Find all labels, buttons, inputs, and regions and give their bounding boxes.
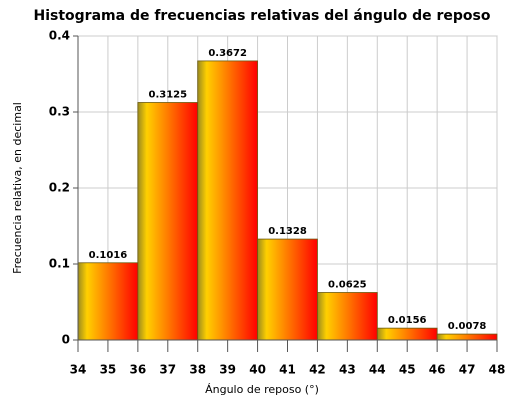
x-tick-label: 35 — [100, 363, 117, 377]
bar — [317, 292, 378, 341]
x-tick-label: 40 — [249, 363, 266, 377]
y-tick-label: 0.4 — [49, 29, 70, 43]
value-label: 0.3125 — [148, 90, 187, 101]
bar — [376, 327, 438, 341]
y-tick-label: 0 — [62, 333, 70, 347]
value-label: 0.1328 — [268, 226, 307, 237]
x-tick-label: 45 — [399, 363, 416, 377]
chart-title: Histograma de frecuencias relativas del … — [34, 8, 491, 24]
x-tick-label: 34 — [70, 363, 87, 377]
y-axis-label: Frecuencia relativa, en decimal — [11, 102, 24, 274]
bar — [436, 333, 498, 341]
y-tick-label: 0.3 — [49, 105, 70, 119]
x-tick-label: 44 — [369, 363, 386, 377]
bar — [137, 102, 199, 341]
bar — [197, 60, 258, 341]
value-label: 0.3672 — [208, 48, 247, 59]
value-label: 0.0625 — [328, 280, 367, 291]
x-tick-label: 37 — [159, 363, 176, 377]
value-label: 0.0156 — [388, 315, 427, 326]
x-tick-label: 41 — [279, 363, 296, 377]
x-tick-label: 48 — [489, 363, 506, 377]
x-tick-label: 36 — [130, 363, 147, 377]
y-tick-label: 0.1 — [49, 257, 70, 271]
value-label: 0.0078 — [448, 321, 487, 332]
x-tick-label: 38 — [189, 363, 206, 377]
bar — [257, 238, 318, 341]
x-tick-label: 47 — [459, 363, 476, 377]
x-tick-label: 42 — [309, 363, 326, 377]
bar — [77, 262, 139, 341]
x-tick-label: 46 — [429, 363, 446, 377]
x-tick-label: 39 — [219, 363, 236, 377]
x-tick-label: 43 — [339, 363, 356, 377]
y-tick-label: 0.2 — [49, 181, 70, 195]
value-label: 0.1016 — [89, 250, 128, 261]
x-axis-label: Ángulo de reposo (°) — [205, 383, 319, 396]
